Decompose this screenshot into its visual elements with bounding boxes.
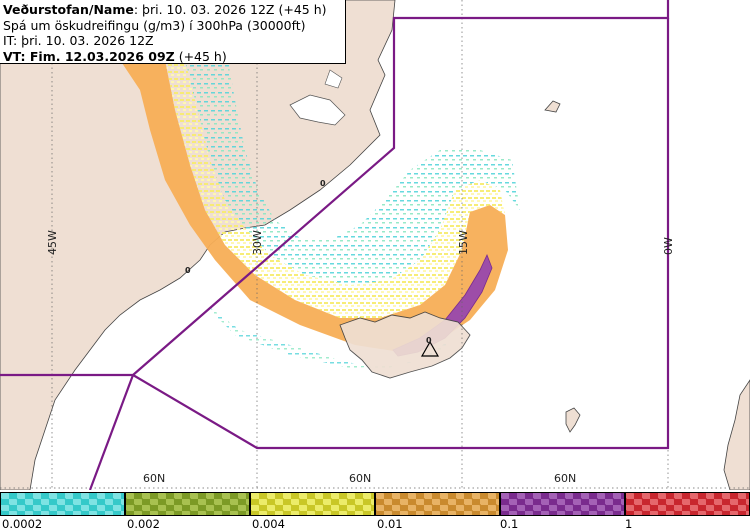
- legend-tick-label: 0.1: [500, 517, 519, 531]
- greenland-fjord-2: [324, 69, 343, 89]
- fir-boundary: [0, 0, 670, 490]
- legend-tick-label: 0.004: [252, 517, 285, 531]
- info-line-2: Spá um öskudreifingu (g/m3) í 300hPa (30…: [3, 17, 306, 33]
- legend-tick-label: 1: [625, 517, 633, 531]
- lat-label-60n-1: 60N: [143, 472, 165, 485]
- info-line-3: IT: þri. 10. 03. 2026 12Z: [3, 33, 154, 48]
- contour-label: 0: [426, 336, 432, 345]
- norway-coast: [723, 379, 750, 490]
- info-line-4: VT: Fim. 12.03.2026 09Z (+45 h): [3, 49, 345, 65]
- lon-label-15w: 15W: [457, 230, 470, 255]
- agency-name: Veðurstofan/Name: [3, 2, 134, 17]
- greenland-land: [0, 0, 396, 490]
- contour-label: 0: [185, 266, 191, 275]
- lat-label-60n-3: 60N: [554, 472, 576, 485]
- legend-tick-label: 0.01: [377, 517, 403, 531]
- valid-time: VT: Fim. 12.03.2026 09Z: [3, 48, 175, 64]
- legend-tick-label: 0.002: [127, 517, 160, 531]
- ash-plume-low-south: [200, 300, 450, 370]
- ash-plume-low: [185, 60, 520, 285]
- legend-tick-label: 0.0002: [2, 517, 43, 531]
- legend-swatch-olive: [125, 492, 250, 516]
- legend-swatch-purple: [500, 492, 625, 516]
- legend-swatch-cyan: [0, 492, 125, 516]
- ash-plume-yellow: [165, 60, 505, 318]
- lon-label-45w: 45W: [46, 230, 59, 255]
- ash-plume-orange: [120, 60, 508, 352]
- small-island: [544, 100, 561, 113]
- lon-label-30w: 30W: [251, 230, 264, 255]
- faroe-islands: [565, 407, 581, 433]
- volcano-marker-icon: [420, 340, 440, 357]
- lat-label-60n-2: 60N: [349, 472, 371, 485]
- concentration-legend: 0.0002 0.002 0.004 0.01 0.1 1: [0, 491, 750, 532]
- legend-swatch-orange: [375, 492, 500, 516]
- iceland-land: [339, 311, 471, 379]
- forecast-info-box: Veðurstofan/Name: þri. 10. 03. 2026 12Z …: [0, 0, 346, 64]
- greenland-fjord: [289, 94, 346, 126]
- legend-swatch-red: [625, 492, 750, 516]
- contour-label: 0: [320, 179, 326, 188]
- valid-offset: (+45 h): [174, 48, 227, 64]
- legend-swatch-yellow: [250, 492, 375, 516]
- issue-time: : þri. 10. 03. 2026 12Z (+45 h): [133, 2, 327, 17]
- info-line-1: Veðurstofan/Name: þri. 10. 03. 2026 12Z …: [3, 2, 345, 18]
- ash-dispersion-map: 45W 30W 15W 0W 60N 60N 60N 0 0 0: [0, 0, 750, 490]
- lon-label-0w: 0W: [662, 237, 675, 255]
